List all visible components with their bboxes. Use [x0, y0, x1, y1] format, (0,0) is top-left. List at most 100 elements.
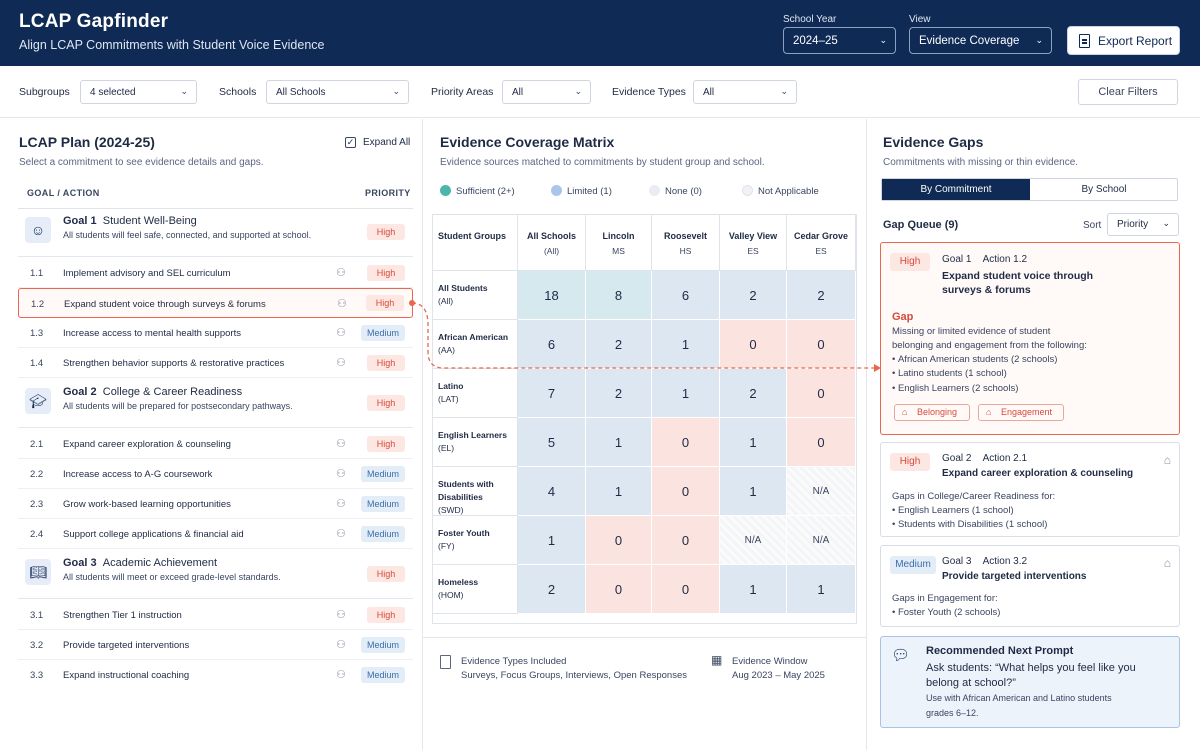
- tab-by-commitment[interactable]: By Commitment: [882, 179, 1030, 200]
- student-group-icon: ⚇: [336, 357, 346, 369]
- matrix-column-header[interactable]: Roosevelt HS: [652, 215, 720, 271]
- engagement-tag[interactable]: ⌂ Engagement: [978, 404, 1064, 421]
- matrix-cell[interactable]: N/A: [720, 516, 787, 565]
- student-group-icon: ⚇: [336, 327, 346, 339]
- matrix-column-header[interactable]: Valley View ES: [720, 215, 787, 271]
- action-row-2-3[interactable]: 2.3 Grow work-based learning opportunitie…: [18, 489, 413, 519]
- priority-areas-select[interactable]: All ⌄: [502, 80, 591, 104]
- goal-title: Goal 3 Academic Achievement: [63, 557, 217, 569]
- matrix-cell[interactable]: 18: [518, 271, 586, 320]
- matrix-cell[interactable]: 2: [586, 369, 652, 418]
- view-select[interactable]: Evidence Coverage ⌄: [909, 27, 1052, 54]
- action-row-2-2[interactable]: 2.2 Increase access to A-G coursework ⚇ Med…: [18, 459, 413, 489]
- matrix-cell[interactable]: 1: [586, 418, 652, 467]
- matrix-cell[interactable]: N/A: [787, 516, 856, 565]
- matrix-cell[interactable]: 0: [787, 418, 856, 467]
- sort-label: Sort: [1083, 220, 1102, 231]
- evidence-types-select[interactable]: All ⌄: [693, 80, 797, 104]
- matrix-cell[interactable]: 0: [787, 369, 856, 418]
- schools-label: Schools: [219, 86, 257, 98]
- action-row-1-4[interactable]: 1.4 Strengthen behavior supports & restor…: [18, 348, 413, 378]
- legend-not-applicable: Not Applicable: [742, 185, 819, 197]
- action-row-2-1[interactable]: 2.1 Expand career exploration & counselin…: [18, 429, 413, 459]
- action-row-1-1[interactable]: 1.1 Implement advisory and SEL curriculum…: [18, 258, 413, 288]
- school-year-select[interactable]: 2024–25 ⌄: [783, 27, 896, 54]
- recommended-prompt-card[interactable]: 💬︎ Recommended Next Prompt Ask students:…: [880, 636, 1180, 728]
- matrix-cell[interactable]: 0: [652, 516, 720, 565]
- subgroups-select[interactable]: 4 selected ⌄: [80, 80, 197, 104]
- matrix-cell[interactable]: 1: [720, 565, 787, 614]
- matrix-cell[interactable]: 0: [652, 467, 720, 516]
- clear-filters-button[interactable]: Clear Filters: [1078, 79, 1178, 105]
- document-icon: [1079, 34, 1090, 48]
- schools-select[interactable]: All Schools ⌄: [266, 80, 409, 104]
- matrix-cell[interactable]: 2: [720, 369, 787, 418]
- matrix-cell[interactable]: 2: [787, 271, 856, 320]
- tab-by-school[interactable]: By School: [1081, 184, 1127, 195]
- matrix-cell[interactable]: 8: [586, 271, 652, 320]
- matrix-cell[interactable]: 0: [586, 516, 652, 565]
- matrix-cell[interactable]: 0: [720, 320, 787, 369]
- goal-row-1[interactable]: ☺ Goal 1 Student Well-Being All students…: [18, 209, 413, 257]
- matrix-cell[interactable]: 7: [518, 369, 586, 418]
- matrix-cell[interactable]: N/A: [787, 467, 856, 516]
- gap-item-text: English Learners (1 school): [897, 505, 1014, 516]
- priority-badge: Medium: [361, 496, 405, 512]
- chevron-down-icon: ⌄: [780, 86, 788, 96]
- matrix-cell[interactable]: 1: [720, 418, 787, 467]
- matrix-cell[interactable]: 0: [652, 565, 720, 614]
- action-row-3-3[interactable]: 3.3 Expand instructional coaching ⚇ Medium: [18, 660, 413, 690]
- matrix-cell[interactable]: 1: [586, 467, 652, 516]
- action-number: 3.1: [30, 610, 44, 621]
- matrix-cell[interactable]: 1: [518, 516, 586, 565]
- action-row-1-3[interactable]: 1.3 Increase access to mental health supp…: [18, 318, 413, 348]
- goal-row-3[interactable]: 📖︎ Goal 3 Academic Achievement All stude…: [18, 551, 413, 599]
- goal-row-2[interactable]: 🎓︎ Goal 2 College & Career Readiness All…: [18, 380, 413, 428]
- matrix-cell[interactable]: 4: [518, 467, 586, 516]
- gap-item-text: Latino students (1 school): [897, 368, 1007, 379]
- matrix-cell[interactable]: 2: [518, 565, 586, 614]
- matrix-cell[interactable]: 1: [652, 369, 720, 418]
- action-row-1-2-selected[interactable]: 1.2 Expand student voice through surveys …: [18, 288, 413, 318]
- people-group-icon: ☺: [25, 217, 51, 243]
- goal-number: Goal 3: [63, 557, 97, 569]
- action-row-3-2[interactable]: 3.2 Provide targeted interventions ⚇ Medium: [18, 630, 413, 660]
- matrix-cell[interactable]: 6: [652, 271, 720, 320]
- matrix-cell[interactable]: 0: [652, 418, 720, 467]
- gap-card-goal2-action2-1[interactable]: High Goal 2 Action 2.1 Expand career exp…: [880, 442, 1180, 537]
- gap-card-goal1-action1-2[interactable]: High Goal 1 Action 1.2 Expand student vo…: [880, 242, 1180, 435]
- action-number: Action 2.1: [982, 453, 1028, 464]
- matrix-cell[interactable]: 1: [652, 320, 720, 369]
- gap-card-goal3-action3-2[interactable]: Medium Goal 3 Action 3.2 Provide targete…: [880, 545, 1180, 627]
- sort-select[interactable]: Priority ⌄: [1107, 213, 1179, 236]
- matrix-column-header[interactable]: Cedar Grove ES: [787, 215, 856, 271]
- row-name: English Learners: [438, 430, 507, 440]
- action-row-2-4[interactable]: 2.4 Support college applications & financ…: [18, 519, 413, 549]
- row-code: (EL): [438, 443, 455, 453]
- matrix-cell[interactable]: 0: [586, 565, 652, 614]
- action-text: Increase access to A-G coursework: [63, 469, 213, 480]
- expand-all-toggle[interactable]: ✓ Expand All: [345, 137, 410, 148]
- row-name: African American: [438, 332, 509, 342]
- matrix-column-header[interactable]: All Schools (All): [518, 215, 586, 271]
- action-row-3-1[interactable]: 3.1 Strengthen Tier 1 instruction ⚇ High: [18, 600, 413, 630]
- matrix-cell[interactable]: 5: [518, 418, 586, 467]
- prompt-line2: belong at school?”: [926, 677, 1016, 689]
- matrix-subtitle: Evidence sources matched to commitments …: [440, 157, 765, 168]
- priority-badge: High: [890, 253, 930, 271]
- belonging-tag[interactable]: ⌂ Belonging: [894, 404, 970, 421]
- matrix-cell[interactable]: 2: [586, 320, 652, 369]
- student-group-icon: ⚇: [336, 267, 346, 279]
- matrix-cell[interactable]: 1: [720, 467, 787, 516]
- gap-item: • Students with Disabilities (1 school): [892, 519, 1048, 530]
- expand-all-label: Expand All: [363, 137, 411, 148]
- matrix-column-header[interactable]: Lincoln MS: [586, 215, 652, 271]
- chevron-down-icon: ⌄: [1035, 35, 1043, 45]
- matrix-cell[interactable]: 1: [787, 565, 856, 614]
- matrix-cell[interactable]: 0: [787, 320, 856, 369]
- action-number: 1.3: [30, 328, 44, 339]
- export-report-button[interactable]: Export Report: [1067, 26, 1180, 55]
- goal-title: Goal 1 Student Well-Being: [63, 215, 197, 227]
- matrix-cell[interactable]: 2: [720, 271, 787, 320]
- corner-label: Student Groups: [438, 231, 506, 241]
